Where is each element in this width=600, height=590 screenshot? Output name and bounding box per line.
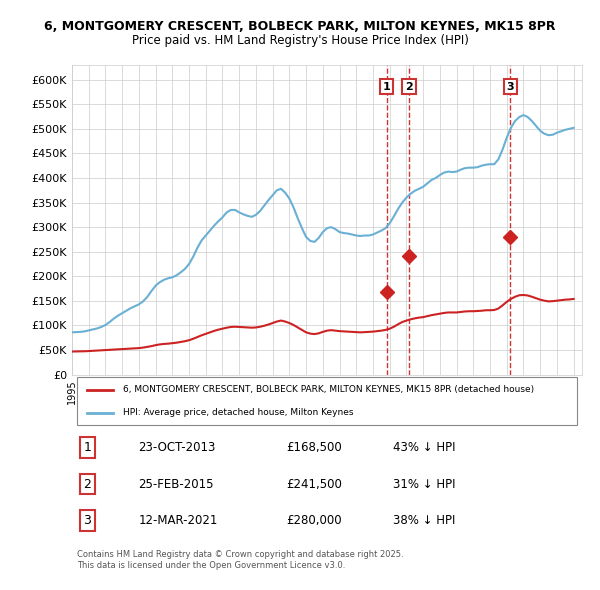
- Text: Price paid vs. HM Land Registry's House Price Index (HPI): Price paid vs. HM Land Registry's House …: [131, 34, 469, 47]
- Text: 25-FEB-2015: 25-FEB-2015: [139, 478, 214, 491]
- Text: Contains HM Land Registry data © Crown copyright and database right 2025.
This d: Contains HM Land Registry data © Crown c…: [77, 550, 404, 570]
- Text: 38% ↓ HPI: 38% ↓ HPI: [394, 514, 455, 527]
- FancyBboxPatch shape: [77, 378, 577, 425]
- Text: 3: 3: [506, 81, 514, 91]
- Text: 23-OCT-2013: 23-OCT-2013: [139, 441, 215, 454]
- Text: 3: 3: [83, 514, 91, 527]
- Text: 6, MONTGOMERY CRESCENT, BOLBECK PARK, MILTON KEYNES, MK15 8PR: 6, MONTGOMERY CRESCENT, BOLBECK PARK, MI…: [44, 20, 556, 33]
- Text: 2: 2: [83, 478, 91, 491]
- Text: £168,500: £168,500: [286, 441, 342, 454]
- Text: 1: 1: [83, 441, 91, 454]
- Text: £280,000: £280,000: [286, 514, 342, 527]
- Text: £241,500: £241,500: [286, 478, 342, 491]
- Text: 6, MONTGOMERY CRESCENT, BOLBECK PARK, MILTON KEYNES, MK15 8PR (detached house): 6, MONTGOMERY CRESCENT, BOLBECK PARK, MI…: [123, 385, 534, 394]
- Text: 43% ↓ HPI: 43% ↓ HPI: [394, 441, 456, 454]
- Text: 31% ↓ HPI: 31% ↓ HPI: [394, 478, 456, 491]
- Text: HPI: Average price, detached house, Milton Keynes: HPI: Average price, detached house, Milt…: [123, 408, 353, 417]
- Text: 2: 2: [405, 81, 413, 91]
- Text: 1: 1: [383, 81, 391, 91]
- Text: 12-MAR-2021: 12-MAR-2021: [139, 514, 218, 527]
